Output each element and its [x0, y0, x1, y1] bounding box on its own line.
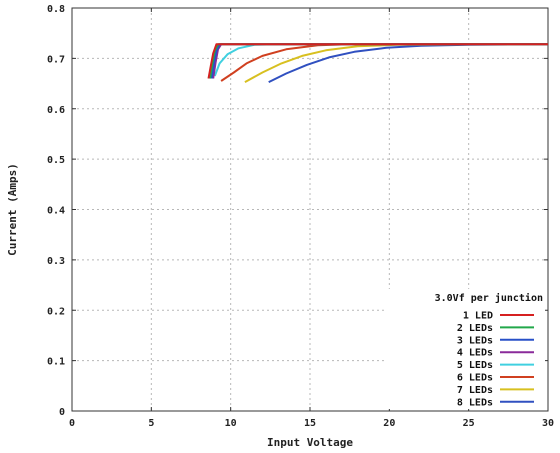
- legend-label: 3 LEDs: [457, 335, 493, 346]
- y-tick-label: 0.7: [47, 54, 65, 65]
- x-axis-title: Input Voltage: [267, 436, 353, 449]
- y-tick-label: 0.4: [47, 206, 65, 217]
- y-tick-label: 0.3: [47, 256, 65, 267]
- x-tick-label: 30: [542, 418, 554, 429]
- y-tick-label: 0.1: [47, 357, 65, 368]
- legend-label: 6 LEDs: [457, 373, 493, 384]
- legend-label: 2 LEDs: [457, 323, 493, 334]
- y-axis-title: Current (Amps): [6, 163, 19, 256]
- legend-label: 4 LEDs: [457, 348, 493, 359]
- axis-ticks: 0 0.1 0.2 0.3 0.4 0.5 0.6 0.7 0.8 0 5 10 15 20 25 30: [47, 4, 554, 429]
- legend-title: 3.0Vf per junction: [435, 292, 543, 304]
- y-tick-label: 0.2: [47, 306, 65, 317]
- legend-label: 8 LEDs: [457, 397, 493, 408]
- series-line-1: [207, 43, 548, 79]
- legend-label: 1 LED: [463, 311, 493, 322]
- legend-label: 7 LEDs: [457, 385, 493, 396]
- y-tick-label: 0.5: [47, 155, 65, 166]
- x-tick-label: 20: [383, 418, 395, 429]
- y-tick-label: 0.6: [47, 105, 65, 116]
- legend-label: 5 LEDs: [457, 360, 493, 371]
- x-tick-label: 5: [148, 418, 154, 429]
- x-tick-label: 15: [304, 418, 316, 429]
- x-tick-label: 25: [463, 418, 475, 429]
- y-tick-label: 0.8: [47, 4, 65, 15]
- grid: [72, 8, 548, 411]
- series-lines: [207, 43, 549, 83]
- x-tick-label: 10: [225, 418, 237, 429]
- x-tick-label: 0: [69, 418, 75, 429]
- y-tick-label: 0: [59, 407, 65, 418]
